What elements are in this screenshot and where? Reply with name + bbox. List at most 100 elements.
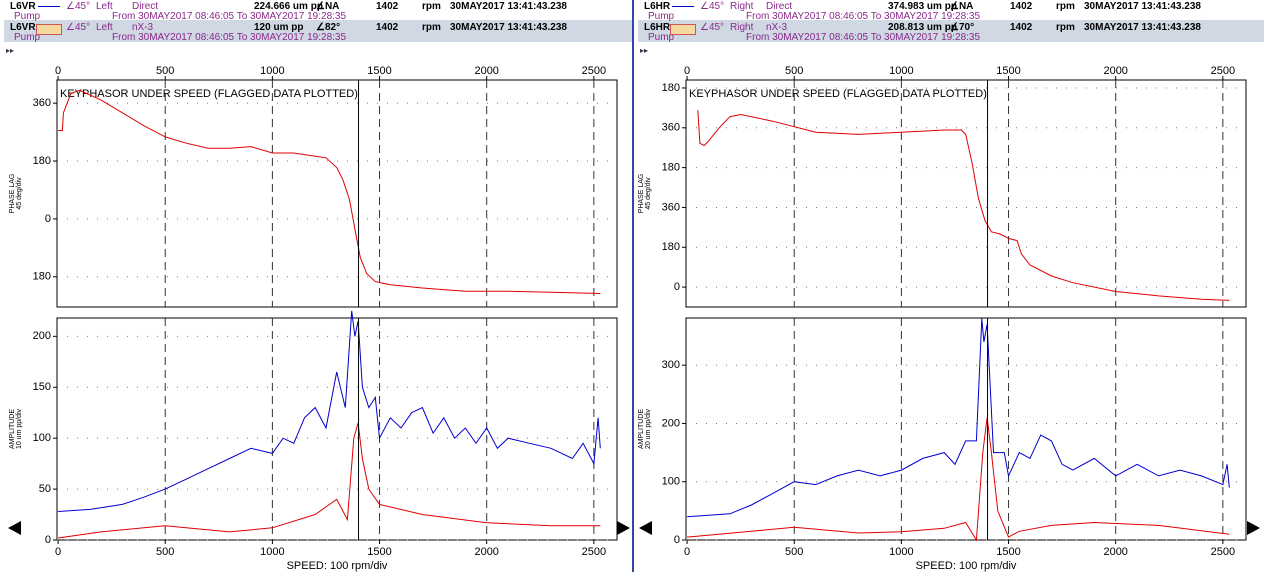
- data-line: [58, 310, 601, 512]
- data-line: [687, 417, 1230, 542]
- machine: Pump: [14, 32, 41, 43]
- x-tick-label: 1500: [996, 65, 1020, 77]
- header-field: 30MAY2017 13:41:43.238: [1084, 1, 1201, 12]
- y-axis-label: 45 deg/div: [16, 177, 23, 210]
- header-field: 208.813 um pp: [888, 22, 957, 33]
- header-field: ∠NA: [316, 1, 340, 12]
- data-line: [687, 318, 1230, 518]
- x-axis-label: SPEED: 100 rpm/div: [916, 560, 1017, 572]
- divider: [632, 0, 634, 572]
- time-range: From 30MAY2017 08:46:05 To 30MAY2017 19:…: [746, 11, 981, 22]
- header-field: Left: [96, 1, 113, 12]
- x-tick-label: 2000: [1103, 546, 1127, 558]
- header-field: ∠45°: [66, 22, 91, 33]
- header-field: nX-3: [766, 22, 788, 33]
- header-left: L6VR ∠45° Left Direct 224.666 um pp ∠NA 1402 rp…: [4, 0, 632, 58]
- data-line: [697, 110, 1230, 301]
- machine: Pump: [648, 32, 675, 43]
- time-range: From 30MAY2017 08:46:05 To 30MAY2017 19:…: [112, 11, 347, 22]
- header-field: L6VR: [10, 22, 36, 33]
- x-tick-label: 0: [684, 546, 690, 558]
- header-field: ∠45°: [700, 1, 725, 12]
- x-tick-label: 0: [55, 546, 61, 558]
- y-tick-label: 0: [45, 213, 51, 225]
- time-range: From 30MAY2017 08:46:05 To 30MAY2017 19:…: [746, 32, 981, 43]
- x-tick-label: 1500: [996, 546, 1020, 558]
- machine: Pump: [648, 11, 675, 22]
- y-tick-label: 180: [662, 241, 680, 253]
- x-tick-label: 500: [156, 546, 174, 558]
- plot-frame: [685, 79, 1247, 308]
- chart-title: KEYPHASOR UNDER SPEED (FLAGGED DATA PLOT…: [60, 88, 358, 100]
- y-axis-label: 45 deg/div: [645, 177, 652, 210]
- data-line: [58, 89, 601, 294]
- x-tick-label: 1000: [260, 546, 284, 558]
- x-tick-label: 1000: [889, 546, 913, 558]
- header-field: ∠NA: [950, 1, 974, 12]
- x-tick-label: 2500: [1211, 546, 1235, 558]
- legend-symbol: [38, 6, 60, 7]
- header-field: 1402: [1010, 1, 1033, 12]
- y-tick-label: 0: [674, 534, 680, 546]
- header-field: rpm: [1056, 1, 1075, 12]
- header-field: 1402: [1010, 22, 1033, 33]
- y-axis-label: AMPLITUDE: [638, 409, 645, 449]
- header-field: 224.666 um pp: [254, 1, 323, 12]
- data-line: [58, 422, 601, 539]
- y-tick-label: 180: [662, 162, 680, 174]
- header-field: 30MAY2017 13:41:43.238: [450, 1, 567, 12]
- x-tick-label: 1000: [889, 65, 913, 77]
- header-band: [638, 20, 1264, 42]
- header-field: ∠45°: [700, 22, 725, 33]
- y-axis-label: 10 um pp/div: [16, 408, 23, 449]
- machine: Pump: [14, 11, 41, 22]
- x-tick-label: 500: [156, 65, 174, 77]
- y-tick-label: 50: [39, 483, 51, 495]
- header-right: L6HR ∠45° Right Direct 374.983 um pp ∠NA 1402 r…: [638, 0, 1264, 58]
- chart-title: KEYPHASOR UNDER SPEED (FLAGGED DATA PLOT…: [689, 88, 987, 100]
- x-tick-label: 0: [684, 65, 690, 77]
- header-band: [4, 20, 632, 42]
- y-tick-label: 360: [33, 97, 51, 109]
- legend-symbol: [672, 6, 694, 7]
- x-axis-label: SPEED: 100 rpm/div: [287, 560, 388, 572]
- header-field: nX-3: [132, 22, 154, 33]
- expand-icon[interactable]: ▸▸: [640, 46, 649, 55]
- y-axis-label: PHASE LAG: [638, 174, 645, 214]
- header-field: 1402: [376, 22, 399, 33]
- y-tick-label: 200: [33, 330, 51, 342]
- header-field: ∠45°: [66, 1, 91, 12]
- y-axis-label: AMPLITUDE: [9, 409, 16, 449]
- y-tick-label: 360: [662, 201, 680, 213]
- expand-icon[interactable]: ▸▸: [6, 46, 15, 55]
- header-field: Left: [96, 22, 113, 33]
- y-tick-label: 300: [662, 359, 680, 371]
- y-tick-label: 200: [662, 417, 680, 429]
- x-tick-label: 1500: [367, 546, 391, 558]
- y-axis-label: 20 um pp/div: [645, 408, 652, 449]
- x-tick-label: 2500: [582, 546, 606, 558]
- header-field: ∠70°: [950, 22, 975, 33]
- header-field: 120 um pp: [254, 22, 304, 33]
- header-field: Direct: [766, 1, 793, 12]
- x-tick-label: 2500: [1211, 65, 1235, 77]
- x-tick-label: 2000: [1103, 65, 1127, 77]
- y-axis-label: PHASE LAG: [9, 174, 16, 214]
- x-tick-label: 500: [785, 546, 803, 558]
- y-tick-label: 0: [674, 281, 680, 293]
- x-tick-label: 500: [785, 65, 803, 77]
- x-tick-label: 2000: [474, 546, 498, 558]
- x-tick-label: 2000: [474, 65, 498, 77]
- legend-symbol: [36, 24, 62, 35]
- x-tick-label: 1500: [367, 65, 391, 77]
- plot-frame: [685, 317, 1247, 541]
- y-tick-label: 100: [33, 432, 51, 444]
- y-tick-label: 180: [662, 82, 680, 94]
- plot-frame: [56, 79, 618, 308]
- header-field: L6HR: [644, 1, 671, 12]
- header-field: Right: [730, 22, 754, 33]
- header-field: L6HR: [644, 22, 671, 33]
- header-field: 374.983 um pp: [888, 1, 957, 12]
- y-tick-label: 100: [662, 476, 680, 488]
